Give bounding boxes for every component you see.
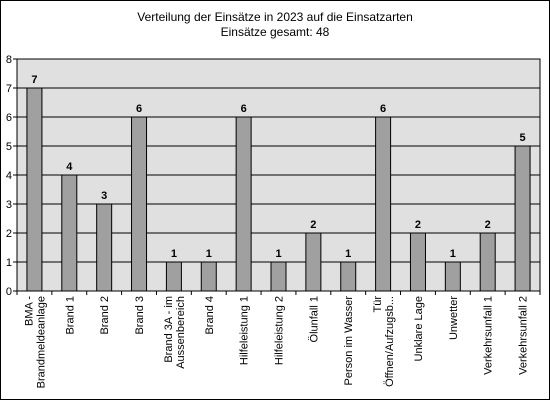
- data-label: 6: [380, 103, 386, 115]
- x-tick-label: Aussenbereich: [175, 296, 187, 369]
- bar: [200, 261, 217, 292]
- chart-title-block: Verteilung der Einsätze in 2023 auf die …: [0, 10, 550, 40]
- x-tick-label: Hilfeleistung 2: [274, 296, 286, 365]
- x-tick-label: Unwetter: [448, 296, 460, 340]
- bar: [165, 261, 182, 292]
- x-tick-label: Brand 3A - im: [163, 296, 175, 363]
- bar: [514, 145, 531, 292]
- bar: [305, 232, 322, 292]
- y-tick-label: 7: [6, 83, 12, 95]
- data-label: 1: [171, 248, 177, 260]
- data-label: 2: [415, 219, 421, 231]
- y-tick-label: 0: [6, 286, 12, 298]
- data-label: 5: [520, 132, 526, 144]
- chart-title: Verteilung der Einsätze in 2023 auf die …: [137, 10, 413, 24]
- x-tick-label: Brand 1: [64, 296, 76, 335]
- bar: [375, 116, 392, 292]
- bar: [444, 261, 461, 292]
- x-tick-label: Verkehrsunfall 2: [518, 296, 530, 375]
- data-label: 1: [345, 248, 351, 260]
- chart-subtitle: Einsätze gesamt: 48: [220, 25, 330, 39]
- x-tick-label: BMA -: [23, 296, 35, 326]
- x-tick-label: Ölunfall 1: [308, 296, 320, 342]
- x-tick-labels: BMA - Brandmeldeanlage Brand 1 Brand 2 Brand…: [23, 296, 529, 389]
- data-label: 4: [66, 161, 73, 173]
- bar: [409, 232, 426, 292]
- data-label: 6: [136, 103, 142, 115]
- bar: [96, 203, 113, 292]
- bar: [479, 232, 496, 292]
- data-label: 6: [241, 103, 247, 115]
- data-label: 2: [485, 219, 491, 231]
- bar: [26, 87, 43, 292]
- plot-border: [16, 58, 541, 292]
- x-tick-label: Verkehrsunfall 1: [483, 296, 495, 375]
- axes: [13, 58, 541, 295]
- y-tick-labels: 0 1 2 3 4 5 6 7 8: [6, 54, 12, 298]
- bars: [26, 87, 531, 292]
- data-label: 1: [275, 248, 281, 260]
- bar: [131, 116, 148, 292]
- x-tick-label: Brand 4: [204, 296, 216, 335]
- x-tick-label: Tür: [372, 296, 384, 313]
- y-tick-label: 3: [6, 199, 12, 211]
- x-tick-label: Brand 2: [99, 296, 111, 335]
- y-tick-label: 6: [6, 112, 12, 124]
- x-tick-label: Unklare Lage: [413, 296, 425, 361]
- y-tick-label: 2: [6, 228, 12, 240]
- y-tick-label: 4: [6, 170, 12, 182]
- y-tick-label: 5: [6, 141, 12, 153]
- y-tick-label: 8: [6, 54, 12, 66]
- bar: [340, 261, 357, 292]
- x-tick-label: Öffnen/Aufzugsb...: [384, 296, 396, 387]
- x-tick-label: Brandmeldeanlage: [35, 296, 47, 388]
- data-label: 7: [31, 74, 37, 86]
- data-label: 1: [450, 248, 456, 260]
- y-tick-label: 1: [6, 257, 12, 269]
- data-label: 3: [101, 190, 107, 202]
- data-label: 2: [310, 219, 316, 231]
- x-tick-label: Brand 3: [134, 296, 146, 335]
- data-label: 1: [206, 248, 212, 260]
- x-tick-label: Hilfeleistung 1: [239, 296, 251, 365]
- x-tick-label: Person im Wasser: [343, 296, 355, 386]
- bar: [235, 116, 252, 292]
- bar: [61, 174, 78, 292]
- bar: [270, 261, 287, 292]
